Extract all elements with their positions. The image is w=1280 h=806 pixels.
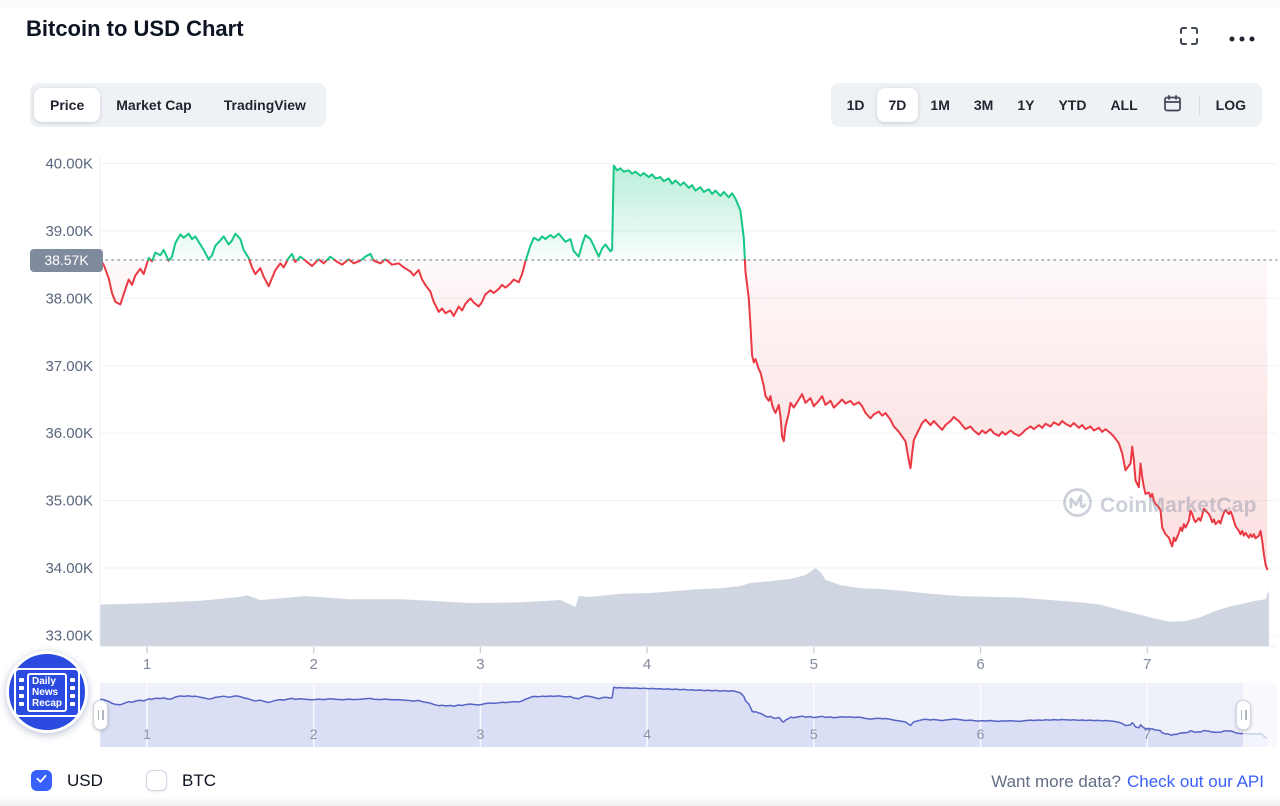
film-strip-icon: Daily News Recap <box>13 667 80 717</box>
navigator-label: 3 <box>477 726 485 742</box>
toolbar-divider <box>1198 95 1200 115</box>
usd-label: USD <box>67 770 103 790</box>
y-axis-label: 38.00K <box>45 290 93 307</box>
bottom-divider <box>0 796 1280 806</box>
api-prompt-text: Want more data? <box>991 772 1121 791</box>
range-selector: 1D 7D 1M 3M 1Y YTD ALL LOG <box>830 83 1262 127</box>
y-axis-label: 40.00K <box>45 156 93 173</box>
x-axis-label: 6 <box>976 656 984 673</box>
navigator-label: 1 <box>143 726 151 742</box>
api-link[interactable]: Check out our API <box>1126 772 1264 791</box>
y-axis-label: 36.00K <box>45 425 93 442</box>
current-price-badge: 38.57K <box>30 249 103 272</box>
usd-checkbox[interactable] <box>31 770 52 791</box>
x-axis-label: 7 <box>1143 656 1151 673</box>
calendar-icon <box>1162 93 1183 117</box>
chart-type-tabs: Price Market Cap TradingView <box>30 83 326 127</box>
range-all[interactable]: ALL <box>1098 88 1149 122</box>
tab-market-cap[interactable]: Market Cap <box>100 88 207 122</box>
log-scale-button[interactable]: LOG <box>1204 88 1258 122</box>
navigator-label: 2 <box>310 726 318 742</box>
tab-price[interactable]: Price <box>34 88 101 122</box>
navigator-label: 5 <box>810 726 818 742</box>
news-badge-line: News <box>31 686 59 698</box>
range-ytd[interactable]: YTD <box>1046 88 1098 122</box>
y-axis-label: 33.00K <box>45 627 93 644</box>
navigator-label: 7 <box>1143 726 1151 742</box>
news-badge-line: Recap <box>31 697 62 709</box>
tab-tradingview[interactable]: TradingView <box>208 88 322 122</box>
navigator-label: 6 <box>977 726 985 742</box>
navigator-label: 4 <box>643 726 651 742</box>
y-axis-label: 35.00K <box>45 493 93 510</box>
news-badge-line: Daily <box>31 675 56 687</box>
fullscreen-icon <box>1177 24 1201 53</box>
x-axis-label: 2 <box>310 656 318 673</box>
x-axis-label: 3 <box>476 656 484 673</box>
chart-footer: USD BTC Want more data? Check out our API <box>0 762 1280 798</box>
usd-toggle[interactable]: USD <box>31 770 103 791</box>
y-axis-label: 37.00K <box>45 358 93 375</box>
calendar-button[interactable] <box>1150 84 1195 126</box>
navigator-right-handle[interactable] <box>1236 700 1251 730</box>
range-1d[interactable]: 1D <box>835 88 877 122</box>
btc-toggle[interactable]: BTC <box>146 770 216 791</box>
daily-news-recap-badge[interactable]: Daily News Recap <box>6 651 88 733</box>
check-icon <box>35 772 48 790</box>
x-axis-label: 4 <box>643 656 651 673</box>
range-3m[interactable]: 3M <box>962 88 1005 122</box>
more-options-button[interactable] <box>1228 33 1258 45</box>
range-1y[interactable]: 1Y <box>1005 88 1046 122</box>
btc-checkbox[interactable] <box>146 770 167 791</box>
top-divider <box>0 0 1280 7</box>
x-axis-label: 5 <box>810 656 818 673</box>
range-1m[interactable]: 1M <box>918 88 961 122</box>
btc-label: BTC <box>182 770 216 790</box>
y-axis-label: 39.00K <box>45 223 93 240</box>
y-axis-label: 34.00K <box>45 560 93 577</box>
ellipsis-icon <box>1228 30 1258 48</box>
price-chart[interactable] <box>100 150 1277 650</box>
fullscreen-button[interactable] <box>1176 25 1202 51</box>
page-title: Bitcoin to USD Chart <box>26 16 244 41</box>
range-7d[interactable]: 7D <box>876 88 919 122</box>
navigator-left-handle[interactable] <box>93 700 108 730</box>
x-axis-label: 1 <box>143 656 151 673</box>
